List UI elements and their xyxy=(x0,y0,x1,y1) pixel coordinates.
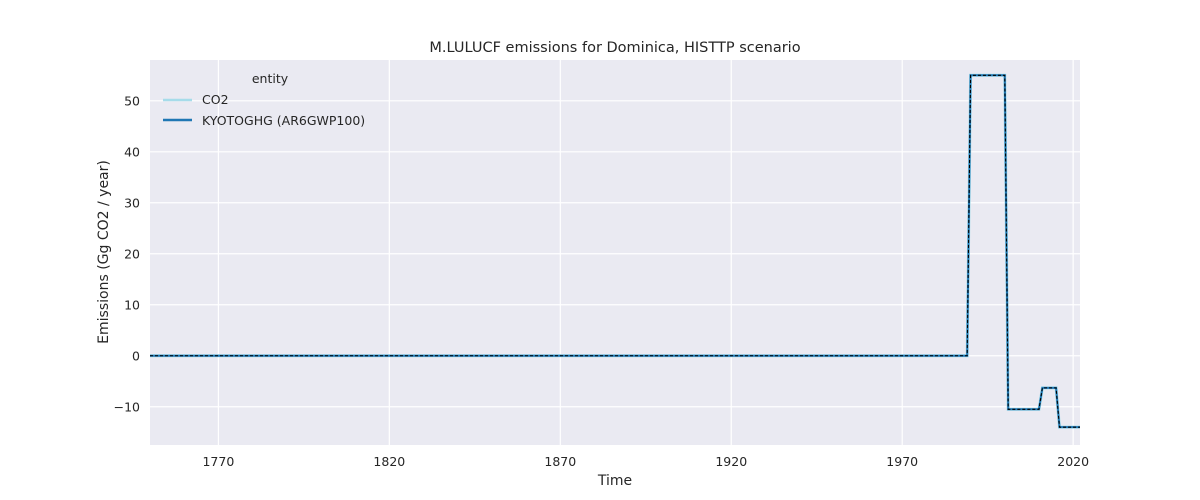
plot-area xyxy=(150,60,1080,445)
y-tick-label: 30 xyxy=(124,195,140,210)
y-axis-ticks: −10 0 10 20 30 40 50 xyxy=(114,93,140,414)
x-tick-label: 1870 xyxy=(544,454,576,469)
x-tick-label: 2020 xyxy=(1057,454,1089,469)
legend: entity CO2 KYOTOGHG (AR6GWP100) xyxy=(163,71,365,128)
y-tick-label: 20 xyxy=(124,246,140,261)
x-tick-label: 1820 xyxy=(373,454,405,469)
legend-title: entity xyxy=(252,71,289,86)
series-line-overlay-dashed xyxy=(150,74,1080,428)
legend-label-kyotoghg: KYOTOGHG (AR6GWP100) xyxy=(202,113,365,128)
legend-label-co2: CO2 xyxy=(202,92,229,107)
y-tick-label: 50 xyxy=(124,93,140,108)
x-axis-ticks: 1770 1820 1870 1920 1970 2020 xyxy=(202,454,1089,469)
series-lines xyxy=(150,73,1080,429)
x-tick-label: 1920 xyxy=(715,454,747,469)
y-tick-label: 0 xyxy=(132,348,140,363)
y-tick-label: −10 xyxy=(114,399,140,414)
y-axis-label: Emissions (Gg CO2 / year) xyxy=(96,160,112,344)
y-tick-label: 40 xyxy=(124,144,140,159)
x-tick-label: 1970 xyxy=(886,454,918,469)
chart-title: M.LULUCF emissions for Dominica, HISTTP … xyxy=(429,40,800,56)
y-tick-label: 10 xyxy=(124,297,140,312)
x-axis-label: Time xyxy=(597,473,632,489)
x-tick-label: 1770 xyxy=(202,454,234,469)
